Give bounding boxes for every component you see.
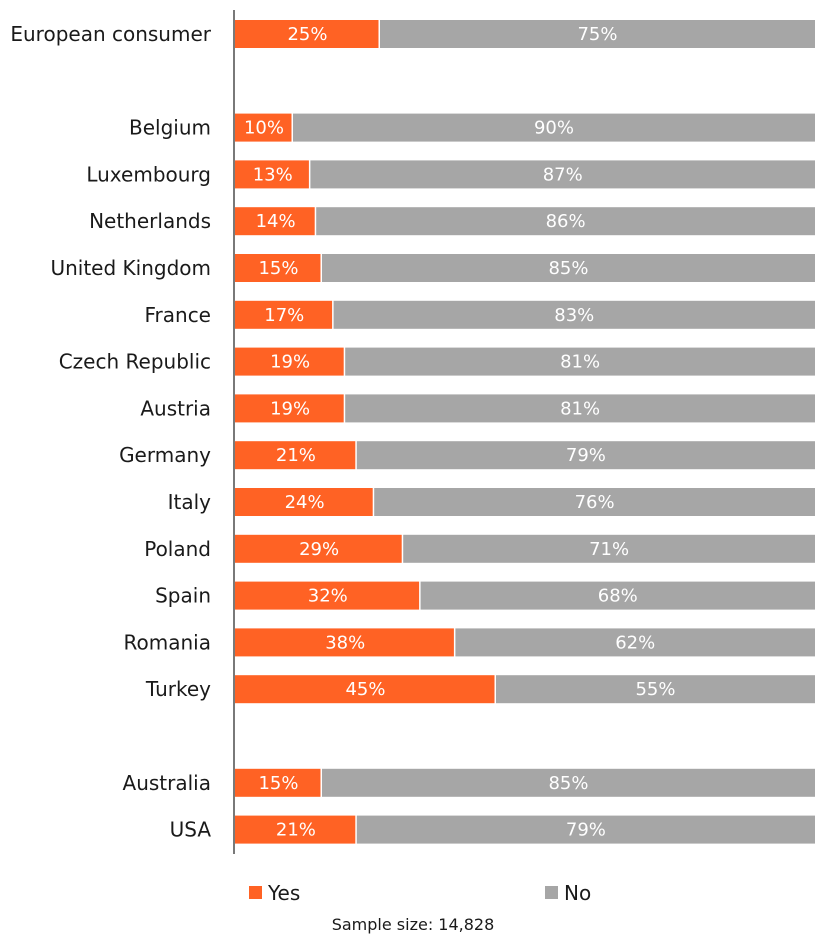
category-label-austria: Austria bbox=[140, 396, 211, 420]
category-label-luxembourg: Luxembourg bbox=[86, 162, 211, 186]
legend-label-no: No bbox=[564, 881, 591, 905]
value-label-no-romania: 62% bbox=[615, 632, 655, 653]
legend-label-yes: Yes bbox=[267, 881, 300, 905]
bar-no-germany bbox=[356, 441, 815, 470]
value-label-yes-european-consumer: 25% bbox=[287, 24, 327, 45]
value-label-yes-netherlands: 14% bbox=[256, 211, 296, 232]
legend-swatch-no bbox=[545, 886, 558, 899]
bar-yes-italy bbox=[235, 488, 373, 516]
bar-no-austria bbox=[345, 394, 815, 423]
bar-no-poland bbox=[403, 534, 815, 563]
bar-yes-romania bbox=[235, 628, 454, 657]
bar-no-romania bbox=[455, 628, 815, 657]
value-label-yes-turkey: 45% bbox=[345, 679, 385, 700]
value-label-no-austria: 81% bbox=[560, 398, 600, 419]
value-label-no-spain: 68% bbox=[598, 586, 638, 607]
value-label-yes-australia: 15% bbox=[258, 773, 298, 794]
value-label-yes-spain: 32% bbox=[308, 586, 348, 607]
category-label-france: France bbox=[144, 303, 211, 327]
bar-yes-european-consumer bbox=[235, 20, 379, 48]
value-label-yes-austria: 19% bbox=[270, 398, 310, 419]
bar-yes-turkey bbox=[235, 675, 495, 704]
category-label-czech-republic: Czech Republic bbox=[59, 350, 211, 374]
bar-no-france bbox=[333, 300, 815, 329]
bar-yes-poland bbox=[235, 534, 402, 563]
value-label-no-australia: 85% bbox=[548, 773, 588, 794]
bar-yes-usa bbox=[235, 815, 356, 844]
value-label-no-netherlands: 86% bbox=[546, 211, 586, 232]
value-label-no-united-kingdom: 85% bbox=[548, 258, 588, 279]
value-label-yes-poland: 29% bbox=[299, 539, 339, 560]
bar-yes-austria bbox=[235, 394, 344, 423]
bar-no-italy bbox=[374, 488, 815, 516]
bar-yes-spain bbox=[235, 581, 420, 610]
value-label-yes-france: 17% bbox=[264, 305, 304, 326]
value-label-no-france: 83% bbox=[554, 305, 594, 326]
bar-no-european-consumer bbox=[380, 20, 815, 48]
bar-yes-france bbox=[235, 300, 333, 329]
category-label-united-kingdom: United Kingdom bbox=[50, 256, 211, 280]
value-label-yes-czech-republic: 19% bbox=[270, 352, 310, 373]
category-label-australia: Australia bbox=[123, 771, 211, 795]
bar-no-turkey bbox=[496, 675, 815, 704]
value-label-no-turkey: 55% bbox=[635, 679, 675, 700]
bar-no-united-kingdom bbox=[322, 254, 815, 282]
value-label-yes-usa: 21% bbox=[276, 820, 316, 841]
bar-no-czech-republic bbox=[345, 347, 815, 376]
bar-yes-united-kingdom bbox=[235, 254, 321, 282]
bar-no-australia bbox=[322, 768, 815, 797]
value-label-no-belgium: 90% bbox=[534, 118, 574, 139]
bar-no-netherlands bbox=[316, 207, 815, 236]
category-label-european-consumer: European consumer bbox=[10, 22, 211, 46]
value-label-yes-belgium: 10% bbox=[244, 118, 284, 139]
value-label-yes-luxembourg: 13% bbox=[253, 164, 293, 185]
bar-yes-belgium bbox=[235, 113, 292, 142]
bar-no-usa bbox=[356, 815, 815, 844]
category-label-netherlands: Netherlands bbox=[89, 209, 211, 233]
bar-no-luxembourg bbox=[310, 160, 815, 189]
value-label-yes-italy: 24% bbox=[285, 492, 325, 513]
category-label-germany: Germany bbox=[119, 443, 211, 467]
bar-yes-czech-republic bbox=[235, 347, 344, 376]
value-label-yes-germany: 21% bbox=[276, 445, 316, 466]
category-label-poland: Poland bbox=[144, 537, 211, 561]
category-label-italy: Italy bbox=[168, 490, 212, 514]
value-label-no-usa: 79% bbox=[566, 820, 606, 841]
legend-swatch-yes bbox=[249, 886, 262, 899]
bar-yes-luxembourg bbox=[235, 160, 309, 189]
value-label-yes-romania: 38% bbox=[325, 632, 365, 653]
value-label-no-european-consumer: 75% bbox=[577, 24, 617, 45]
value-label-yes-united-kingdom: 15% bbox=[258, 258, 298, 279]
sample-size-note: Sample size: 14,828 bbox=[332, 915, 495, 934]
legend: Yes No bbox=[249, 881, 591, 905]
category-label-turkey: Turkey bbox=[145, 677, 211, 701]
value-label-no-poland: 71% bbox=[589, 539, 629, 560]
category-label-usa: USA bbox=[170, 818, 212, 842]
category-label-romania: Romania bbox=[124, 630, 211, 654]
bar-no-belgium bbox=[293, 113, 815, 142]
category-label-belgium: Belgium bbox=[129, 116, 211, 140]
value-label-no-germany: 79% bbox=[566, 445, 606, 466]
category-label-spain: Spain bbox=[155, 584, 211, 608]
bar-yes-germany bbox=[235, 441, 356, 470]
bars-layer: 25% 75% 10% 90% 13% 87% 14% 86% 15% 85% 17% 83% 19% 8… bbox=[235, 20, 815, 844]
value-label-no-czech-republic: 81% bbox=[560, 352, 600, 373]
bar-no-spain bbox=[420, 581, 815, 610]
value-label-no-italy: 76% bbox=[575, 492, 615, 513]
bar-yes-netherlands bbox=[235, 207, 315, 236]
bar-yes-australia bbox=[235, 768, 321, 797]
value-label-no-luxembourg: 87% bbox=[543, 164, 583, 185]
category-labels: European consumer Belgium Luxembourg Nether… bbox=[10, 22, 211, 842]
